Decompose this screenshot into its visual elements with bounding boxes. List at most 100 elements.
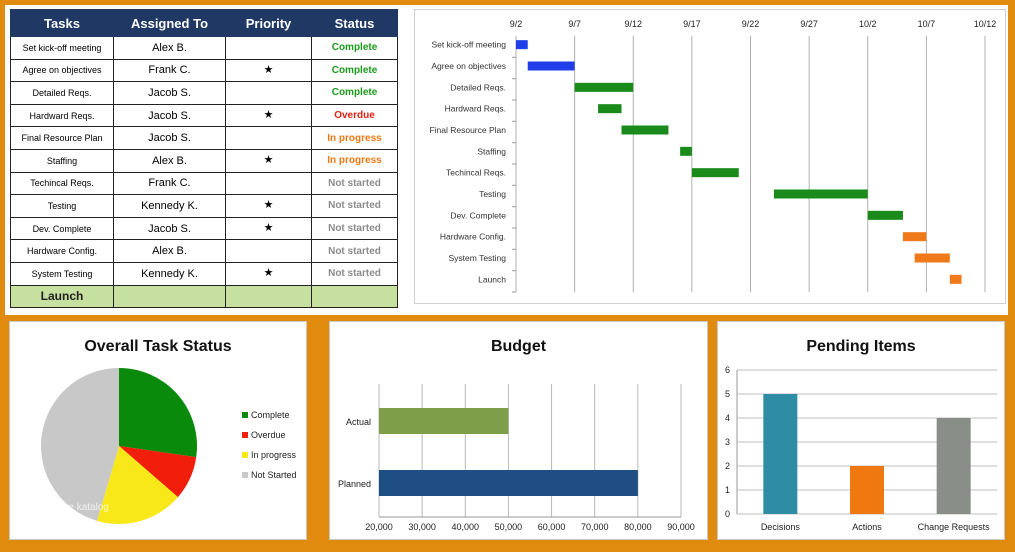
status-cell[interactable]: Not started [311, 216, 398, 241]
pending-y-tick-label: 2 [725, 461, 730, 471]
priority-cell[interactable] [225, 239, 312, 263]
budget-chart: 20,000 30,000 40,000 50,000 60,000 70,000 80,0… [338, 384, 695, 532]
table-row[interactable]: Hardware Config. Alex B. Not started [10, 239, 398, 263]
header-assigned-to[interactable]: Assigned To [113, 9, 226, 37]
status-cell[interactable]: Not started [311, 171, 398, 196]
gantt-bar [902, 232, 927, 242]
gantt-x-tick-label: 9/22 [742, 19, 760, 29]
gantt-bar [680, 146, 692, 156]
pending-y-tick-label: 3 [725, 437, 730, 447]
pie-slice [41, 368, 119, 521]
legend-swatch [242, 412, 248, 418]
gantt-bar [773, 189, 868, 199]
budget-x-tick-label: 80,000 [624, 522, 652, 532]
table-row[interactable]: Final Resource Plan Jacob S. In progress [10, 126, 398, 150]
header-tasks[interactable]: Tasks [10, 9, 114, 37]
header-priority[interactable]: Priority [225, 9, 312, 37]
priority-star-icon[interactable]: ★ [225, 58, 312, 83]
assigned-cell[interactable]: Jacob S. [113, 81, 226, 105]
assigned-cell[interactable]: Frank C. [113, 58, 226, 83]
status-cell[interactable]: Not started [311, 194, 398, 218]
assigned-cell[interactable]: Kennedy K. [113, 194, 226, 218]
table-row[interactable]: Techincal Reqs. Frank C. Not started [10, 171, 398, 196]
launch-row[interactable]: Launch [10, 284, 398, 308]
priority-cell[interactable] [225, 81, 312, 105]
task-cell[interactable]: Testing [10, 194, 114, 218]
priority-cell[interactable] [225, 36, 312, 60]
table-row[interactable]: Detailed Reqs. Jacob S. Complete [10, 81, 398, 105]
budget-x-tick-label: 20,000 [365, 522, 393, 532]
pending-bar [936, 418, 971, 514]
table-row[interactable]: Set kick-off meeting Alex B. Complete [10, 36, 398, 60]
pie-chart: Complete Overdue In progress Not Started Vor… [40, 368, 297, 524]
status-cell[interactable]: Not started [311, 239, 398, 263]
table-row[interactable]: Testing Kennedy K. ★ Not started [10, 194, 398, 218]
assigned-cell[interactable]: Jacob S. [113, 103, 226, 128]
pending-category-label: Decisions [761, 522, 801, 532]
gantt-task-label: Hardward Reqs. [445, 104, 506, 114]
priority-star-icon[interactable]: ★ [225, 148, 312, 173]
launch-empty-cell[interactable] [225, 284, 312, 308]
budget-x-tick-label: 30,000 [408, 522, 436, 532]
launch-label[interactable]: Launch [10, 284, 114, 308]
assigned-cell[interactable]: Alex B. [113, 148, 226, 173]
pending-category-label: Change Requests [918, 522, 991, 532]
task-cell[interactable]: Staffing [10, 148, 114, 173]
table-row[interactable]: Dev. Complete Jacob S. ★ Not started [10, 216, 398, 241]
task-cell[interactable]: Dev. Complete [10, 216, 114, 241]
priority-cell[interactable] [225, 171, 312, 196]
task-cell[interactable]: Final Resource Plan [10, 126, 114, 150]
header-status[interactable]: Status [311, 9, 398, 37]
priority-star-icon[interactable]: ★ [225, 194, 312, 218]
pie-slice [119, 446, 197, 498]
task-cell[interactable]: Techincal Reqs. [10, 171, 114, 196]
task-cell[interactable]: Hardward Reqs. [10, 103, 114, 128]
task-cell[interactable]: Set kick-off meeting [10, 36, 114, 60]
task-cell[interactable]: Agree on objectives [10, 58, 114, 83]
task-cell[interactable]: System Testing [10, 261, 114, 286]
table-row[interactable]: Agree on objectives Frank C. ★ Complete [10, 58, 398, 83]
status-cell[interactable]: Complete [311, 58, 398, 83]
assigned-cell[interactable]: Kennedy K. [113, 261, 226, 286]
launch-empty-cell[interactable] [113, 284, 226, 308]
table-row[interactable]: System Testing Kennedy K. ★ Not started [10, 261, 398, 286]
gantt-x-tick-label: 10/7 [918, 19, 936, 29]
pending-items-panel: Pending Items 0 1 2 3 4 5 6 Decisions Actions Cha… [717, 321, 1005, 540]
legend-swatch [242, 472, 248, 478]
gantt-bar [516, 40, 528, 50]
task-cell[interactable]: Detailed Reqs. [10, 81, 114, 105]
pending-y-tick-label: 0 [725, 509, 730, 519]
status-cell[interactable]: Complete [311, 81, 398, 105]
gantt-task-label: Hardware Config. [440, 232, 506, 242]
priority-star-icon[interactable]: ★ [225, 216, 312, 241]
budget-category-label: Actual [346, 417, 371, 427]
assigned-cell[interactable]: Jacob S. [113, 216, 226, 241]
status-cell[interactable]: Complete [311, 36, 398, 60]
gantt-svg: 9/2 9/7 9/12 9/17 9/22 9/27 10/2 10/7 10/12 Set k… [429, 19, 996, 293]
gantt-task-label: Dev. Complete [450, 210, 506, 220]
task-cell[interactable]: Hardware Config. [10, 239, 114, 263]
legend-label: Not Started [251, 470, 297, 480]
gantt-task-label: Agree on objectives [431, 61, 506, 71]
assigned-cell[interactable]: Jacob S. [113, 126, 226, 150]
priority-star-icon[interactable]: ★ [225, 261, 312, 286]
status-cell[interactable]: Not started [311, 261, 398, 286]
table-row[interactable]: Staffing Alex B. ★ In progress [10, 148, 398, 173]
table-row[interactable]: Hardward Reqs. Jacob S. ★ Overdue [10, 103, 398, 128]
status-cell[interactable]: In progress [311, 148, 398, 173]
assigned-cell[interactable]: Alex B. [113, 239, 226, 263]
priority-star-icon[interactable]: ★ [225, 103, 312, 128]
gantt-task-label: Final Resource Plan [429, 125, 506, 135]
assigned-cell[interactable]: Alex B. [113, 36, 226, 60]
budget-bar [379, 408, 509, 434]
gantt-x-tick-label: 9/12 [624, 19, 642, 29]
legend-swatch [242, 432, 248, 438]
status-cell[interactable]: Overdue [311, 103, 398, 128]
status-cell[interactable]: In progress [311, 126, 398, 150]
gantt-task-label: Detailed Reqs. [450, 82, 506, 92]
assigned-cell[interactable]: Frank C. [113, 171, 226, 196]
launch-empty-cell[interactable] [311, 284, 398, 308]
priority-cell[interactable] [225, 126, 312, 150]
gantt-bar [949, 274, 962, 284]
gantt-task-label: Techincal Reqs. [446, 168, 506, 178]
